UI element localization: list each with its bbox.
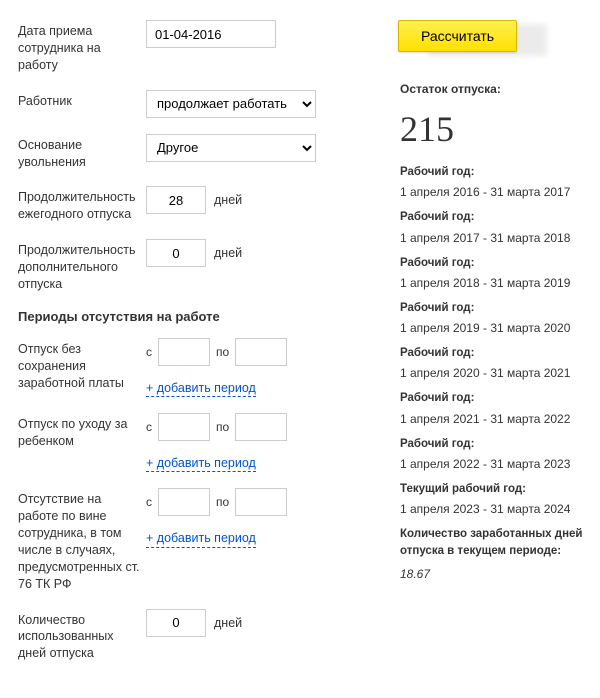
additional-leave-input[interactable]: [146, 239, 206, 267]
used-leave-input[interactable]: [146, 609, 206, 637]
period-from-label: с: [146, 420, 152, 434]
absence1-to-input[interactable]: [235, 338, 287, 366]
used-leave-unit: дней: [214, 616, 242, 630]
work-year-value: 1 апреля 2016 - 31 марта 2017: [400, 183, 588, 201]
absence2-label: Отпуск по уходу за ребенком: [18, 413, 146, 450]
absence2-to-input[interactable]: [235, 413, 287, 441]
calculate-button[interactable]: Рассчитать: [398, 20, 517, 52]
absence1-label: Отпуск без сохранения заработной платы: [18, 338, 146, 392]
absence-section-title: Периоды отсутствия на работе: [18, 309, 380, 324]
dismissal-select[interactable]: Другое: [146, 134, 316, 162]
dismissal-label: Основание увольнения: [18, 134, 146, 171]
work-year-value: 1 апреля 2022 - 31 марта 2023: [400, 455, 588, 473]
current-year-value: 1 апреля 2023 - 31 марта 2024: [400, 500, 588, 518]
absence1-add-link[interactable]: + добавить период: [146, 380, 256, 397]
results-panel: Рассчитать Остаток отпуска: 215 Рабочий …: [398, 20, 588, 678]
work-year-value: 1 апреля 2017 - 31 марта 2018: [400, 229, 588, 247]
work-year-label: Рабочий год:: [400, 345, 588, 362]
work-year-label: Рабочий год:: [400, 300, 588, 317]
absence1-from-input[interactable]: [158, 338, 210, 366]
additional-leave-label: Продолжительность дополнительного отпуск…: [18, 239, 146, 293]
remain-value: 215: [400, 102, 588, 156]
absence3-to-input[interactable]: [235, 488, 287, 516]
period-to-label: по: [216, 345, 229, 359]
additional-leave-unit: дней: [214, 246, 242, 260]
absence3-add-link[interactable]: + добавить период: [146, 530, 256, 547]
period-from-label: с: [146, 495, 152, 509]
absence2-add-link[interactable]: + добавить период: [146, 455, 256, 472]
annual-leave-label: Продолжительность ежегодного отпуска: [18, 186, 146, 223]
period-from-label: с: [146, 345, 152, 359]
absence3-label: Отсутствие на работе по вине сотрудника,…: [18, 488, 146, 592]
employee-select[interactable]: продолжает работать: [146, 90, 316, 118]
absence3-from-input[interactable]: [158, 488, 210, 516]
work-year-value: 1 апреля 2020 - 31 марта 2021: [400, 364, 588, 382]
used-leave-label: Количество использованных дней отпуска: [18, 609, 146, 663]
work-year-label: Рабочий год:: [400, 390, 588, 407]
work-year-value: 1 апреля 2021 - 31 марта 2022: [400, 410, 588, 428]
annual-leave-input[interactable]: [146, 186, 206, 214]
remain-label: Остаток отпуска:: [400, 80, 588, 98]
work-year-value: 1 апреля 2018 - 31 марта 2019: [400, 274, 588, 292]
absence2-from-input[interactable]: [158, 413, 210, 441]
earned-value: 18.67: [400, 565, 588, 583]
hire-date-input[interactable]: [146, 20, 276, 48]
period-to-label: по: [216, 420, 229, 434]
annual-leave-unit: дней: [214, 193, 242, 207]
work-year-label: Рабочий год:: [400, 255, 588, 272]
work-year-label: Рабочий год:: [400, 164, 588, 181]
current-year-label: Текущий рабочий год:: [400, 481, 588, 498]
earned-label: Количество заработанных дней отпуска в т…: [400, 526, 588, 561]
hire-date-label: Дата приема сотрудника на работу: [18, 20, 146, 74]
work-year-label: Рабочий год:: [400, 436, 588, 453]
form-panel: Дата приема сотрудника на работу Работни…: [18, 20, 380, 678]
employee-label: Работник: [18, 90, 146, 110]
work-year-value: 1 апреля 2019 - 31 марта 2020: [400, 319, 588, 337]
period-to-label: по: [216, 495, 229, 509]
work-year-label: Рабочий год:: [400, 209, 588, 226]
